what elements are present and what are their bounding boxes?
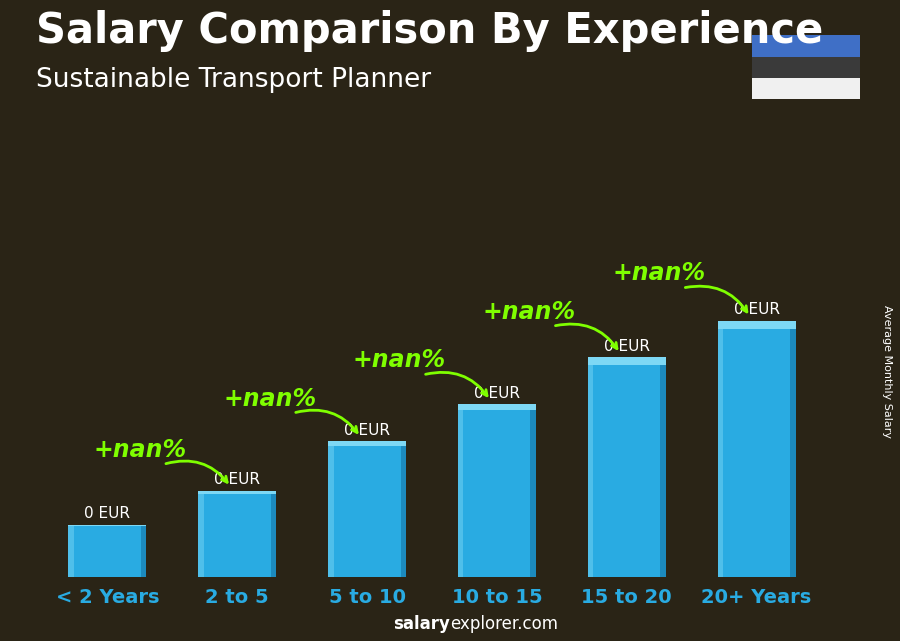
- Text: explorer.com: explorer.com: [450, 615, 558, 633]
- Text: 0 EUR: 0 EUR: [85, 506, 130, 521]
- Text: +nan%: +nan%: [613, 262, 706, 285]
- Text: 0 EUR: 0 EUR: [604, 339, 650, 354]
- Text: +nan%: +nan%: [94, 438, 186, 462]
- Bar: [717, 320, 796, 329]
- Bar: [717, 320, 796, 577]
- Text: Salary Comparison By Experience: Salary Comparison By Experience: [36, 10, 824, 52]
- Bar: [141, 524, 147, 577]
- Bar: [198, 490, 276, 577]
- Bar: [458, 404, 464, 577]
- Bar: [68, 524, 147, 526]
- Text: Average Monthly Salary: Average Monthly Salary: [881, 305, 892, 438]
- Bar: [198, 490, 203, 577]
- Bar: [328, 441, 406, 445]
- Bar: [400, 441, 406, 577]
- Bar: [458, 404, 536, 410]
- Text: +nan%: +nan%: [223, 387, 316, 410]
- Bar: [717, 320, 723, 577]
- Bar: [752, 56, 860, 78]
- Bar: [68, 524, 147, 577]
- Text: +nan%: +nan%: [353, 348, 446, 372]
- Text: 0 EUR: 0 EUR: [734, 303, 779, 317]
- Bar: [661, 357, 666, 577]
- Bar: [68, 524, 74, 577]
- Text: salary: salary: [393, 615, 450, 633]
- Bar: [752, 78, 860, 99]
- Text: Sustainable Transport Planner: Sustainable Transport Planner: [36, 67, 431, 94]
- Text: 0 EUR: 0 EUR: [214, 472, 260, 487]
- Bar: [530, 404, 536, 577]
- Bar: [588, 357, 666, 577]
- Bar: [790, 320, 796, 577]
- Bar: [328, 441, 406, 577]
- Bar: [328, 441, 334, 577]
- Bar: [588, 357, 666, 365]
- Bar: [458, 404, 536, 577]
- Text: +nan%: +nan%: [482, 299, 576, 324]
- Bar: [271, 490, 276, 577]
- Bar: [752, 35, 860, 56]
- Text: 0 EUR: 0 EUR: [344, 422, 390, 438]
- Text: 0 EUR: 0 EUR: [474, 386, 520, 401]
- Bar: [588, 357, 593, 577]
- Bar: [198, 490, 276, 494]
